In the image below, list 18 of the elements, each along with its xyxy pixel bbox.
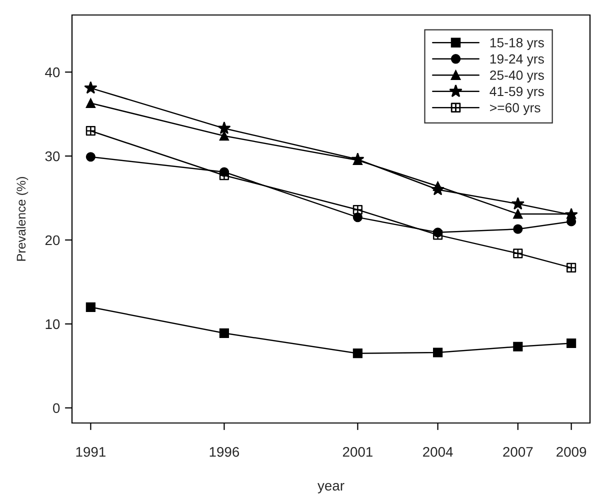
y-tick-label: 10 bbox=[46, 319, 60, 330]
legend-label: >=60 yrs bbox=[490, 103, 540, 116]
y-tick-label: 30 bbox=[45, 151, 60, 162]
legend-label: 15-18 yrs bbox=[490, 38, 544, 50]
x-axis-title: year bbox=[318, 482, 344, 494]
x-tick-label: 2004 bbox=[423, 446, 453, 457]
y-tick-label: 40 bbox=[45, 67, 60, 78]
x-tick-label: 2009 bbox=[556, 446, 586, 457]
legend-label: 19-24 yrs bbox=[490, 54, 544, 66]
y-tick-label: 0 bbox=[53, 403, 60, 414]
x-tick-label: 1996 bbox=[210, 446, 240, 457]
x-tick-label: 1991 bbox=[76, 446, 106, 457]
x-tick-label: 2001 bbox=[342, 446, 372, 457]
x-tick-label: 2007 bbox=[503, 446, 533, 457]
y-tick-label: 20 bbox=[45, 235, 60, 246]
legend-label: 41-59 yrs bbox=[490, 86, 544, 99]
legend-label: 25-40 yrs bbox=[490, 70, 544, 82]
y-axis-title: Prevalence (%) bbox=[16, 177, 28, 261]
